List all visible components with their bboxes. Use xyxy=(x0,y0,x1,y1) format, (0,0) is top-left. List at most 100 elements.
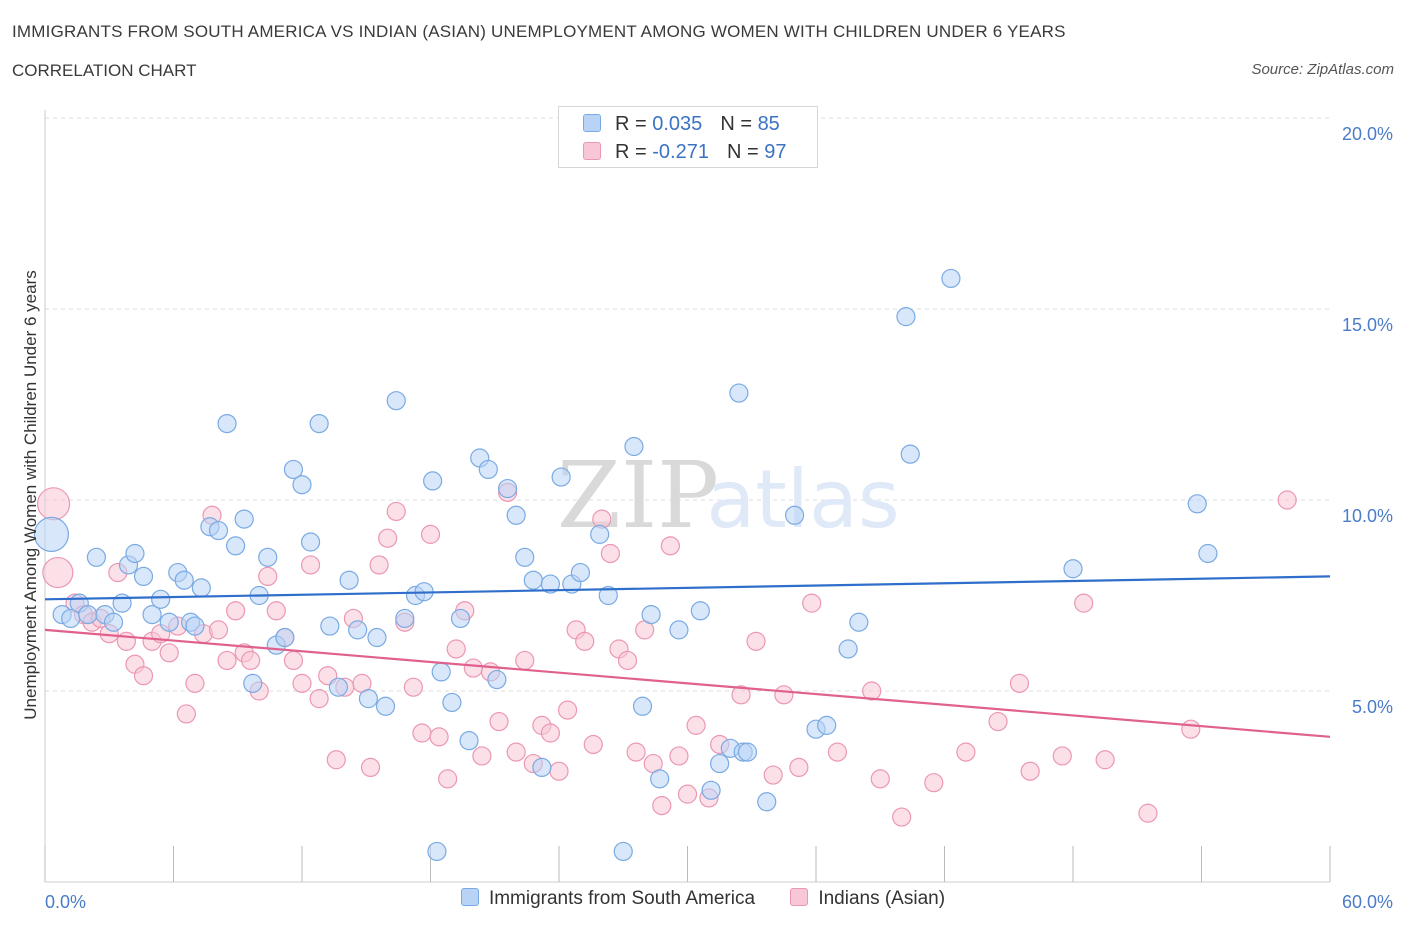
y-axis-label: Unemployment Among Women with Children U… xyxy=(21,270,40,719)
point-south-america-40 xyxy=(375,696,396,716)
point-south-america-24 xyxy=(234,509,254,529)
point-south-america-14 xyxy=(159,612,179,632)
point-south-america-34 xyxy=(320,616,340,636)
y-tick-label-5: 5.0% xyxy=(1352,697,1393,717)
point-south-america-73 xyxy=(729,383,749,403)
point-indians-89 xyxy=(956,742,976,762)
point-south-america-81 xyxy=(849,612,869,632)
point-south-america-42 xyxy=(395,608,415,629)
point-indians-54 xyxy=(506,742,526,762)
point-indians-10 xyxy=(133,666,154,686)
point-south-america-52 xyxy=(487,669,507,690)
point-indians-50 xyxy=(472,746,492,766)
point-south-america-88 xyxy=(427,841,447,862)
point-south-america-45 xyxy=(423,471,443,491)
point-south-america-48 xyxy=(450,608,471,629)
point-south-america-70 xyxy=(701,780,721,800)
point-south-america-18 xyxy=(185,616,205,636)
point-indians-37 xyxy=(360,757,381,778)
point-south-america-35 xyxy=(328,677,349,697)
point-indians-29 xyxy=(292,673,312,693)
point-indians-78 xyxy=(731,685,751,705)
point-indians-42 xyxy=(403,677,423,697)
point-indians-20 xyxy=(217,650,237,671)
point-indians-33 xyxy=(326,750,346,770)
watermark-zip: ZIP xyxy=(557,442,719,549)
point-south-america-57 xyxy=(532,757,552,778)
x-tick-label-60: 60.0% xyxy=(1342,892,1393,912)
point-south-america-46 xyxy=(431,662,451,682)
point-indians-49 xyxy=(463,658,483,678)
point-south-america-33 xyxy=(309,414,329,434)
point-south-america-13 xyxy=(151,589,171,609)
point-indians-46 xyxy=(438,769,458,789)
point-indians-19 xyxy=(208,620,229,640)
stats-row-indians: R = -0.271 N = 97 xyxy=(583,141,786,165)
point-south-america-29 xyxy=(275,627,295,648)
point-south-america-36 xyxy=(339,570,359,590)
legend-item-south-america[interactable]: Immigrants from South America xyxy=(460,888,755,910)
point-indians-88 xyxy=(924,773,944,793)
y-tick-label-20: 20.0% xyxy=(1342,124,1393,144)
point-south-america-54 xyxy=(506,505,526,525)
point-south-america-25 xyxy=(243,673,263,693)
point-indians-62 xyxy=(575,631,595,651)
point-south-america-63 xyxy=(598,585,618,606)
point-indians-28 xyxy=(283,650,304,671)
point-indians-80 xyxy=(763,765,783,785)
point-indians-52 xyxy=(489,711,509,732)
point-south-america-0 xyxy=(33,516,70,552)
series-legend: Immigrants from South America Indians (A… xyxy=(0,888,1406,910)
point-south-america-5 xyxy=(86,547,107,567)
x-tick-label-0: 0.0% xyxy=(45,892,86,912)
point-indians-25 xyxy=(258,566,278,587)
point-indians-23 xyxy=(241,650,261,671)
point-south-america-16 xyxy=(174,570,194,590)
point-south-america-53 xyxy=(498,478,518,499)
point-south-america-75 xyxy=(737,742,758,762)
axes xyxy=(44,110,1331,883)
point-indians-84 xyxy=(827,742,848,762)
point-indians-65 xyxy=(600,543,621,564)
point-south-america-87 xyxy=(1198,543,1218,564)
point-south-america-19 xyxy=(191,578,211,598)
point-south-america-7 xyxy=(103,612,124,632)
point-south-america-11 xyxy=(133,566,154,587)
pink-swatch xyxy=(583,142,601,160)
trend-lines xyxy=(44,575,1331,738)
point-south-america-82 xyxy=(896,307,916,327)
point-south-america-58 xyxy=(540,574,561,594)
point-indians-85 xyxy=(862,681,882,701)
point-south-america-31 xyxy=(292,475,312,495)
point-indians-74 xyxy=(677,784,698,804)
point-indians-21 xyxy=(226,601,246,621)
point-south-america-65 xyxy=(632,696,653,716)
chart-title: IMMIGRANTS FROM SOUTH AMERICA VS INDIAN … xyxy=(12,22,1066,41)
point-south-america-61 xyxy=(570,562,591,583)
point-indians-13 xyxy=(159,643,179,663)
point-south-america-66 xyxy=(641,604,661,625)
point-south-america-37 xyxy=(348,620,368,640)
watermark: ZIP atlas xyxy=(557,442,900,549)
series-south-america-points xyxy=(33,268,1218,862)
point-indians-91 xyxy=(1009,673,1030,693)
point-south-america-68 xyxy=(669,620,689,640)
trend-line-south-america xyxy=(44,575,1331,601)
source-credit: Source: ZipAtlas.com xyxy=(1251,61,1394,78)
point-indians-40 xyxy=(386,501,406,522)
point-south-america-64 xyxy=(624,436,644,457)
watermark-atlas: atlas xyxy=(706,453,899,546)
point-south-america-76 xyxy=(757,792,777,812)
point-south-america-21 xyxy=(208,520,229,541)
point-south-america-59 xyxy=(551,467,571,487)
point-indians-96 xyxy=(1138,803,1158,823)
point-south-america-51 xyxy=(478,459,498,480)
point-indians-58 xyxy=(540,723,561,743)
pink-swatch xyxy=(790,888,809,906)
legend-item-indians[interactable]: Indians (Asian) xyxy=(790,888,945,910)
point-indians-94 xyxy=(1074,593,1094,613)
stats-legend: R = 0.035 N = 85 R = -0.271 N = 97 xyxy=(558,106,818,168)
point-indians-0 xyxy=(36,487,71,521)
point-indians-1 xyxy=(42,556,74,589)
